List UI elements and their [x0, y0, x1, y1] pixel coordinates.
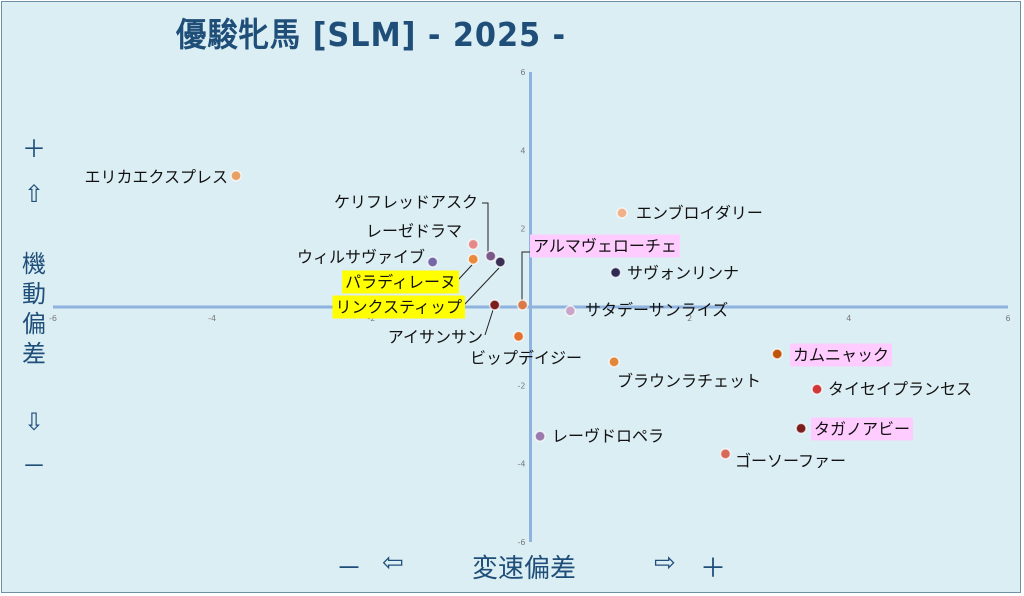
y-axis-label-char-2: 動	[22, 280, 46, 308]
y-tick-label: -2	[518, 381, 526, 390]
point-label: アイサンサン	[388, 328, 483, 347]
y-minus-sign: －	[22, 452, 46, 480]
point-label: レーヴドロペラ	[552, 427, 664, 446]
y-axis-label-char-3: 偏	[22, 310, 46, 338]
data-point	[616, 207, 628, 219]
x-tick-label: 6	[1005, 314, 1010, 323]
data-point	[426, 256, 439, 268]
data-point	[467, 253, 479, 265]
x-plus-sign: ＋	[700, 554, 727, 584]
right-arrow-icon: ⇨	[654, 548, 676, 578]
data-point	[771, 348, 783, 360]
point-label: タガノアビー	[814, 420, 910, 439]
point-label: パラディレーヌ	[345, 273, 456, 292]
x-tick-label: -4	[208, 314, 216, 323]
x-tick-label: 4	[846, 314, 851, 323]
point-label: カムニャック	[793, 346, 889, 365]
y-tick-label: 4	[520, 146, 525, 155]
label-highlight	[342, 270, 459, 294]
leader-line	[484, 309, 494, 336]
y-tick-label: 2	[520, 225, 525, 234]
y-tick-label: 6	[520, 68, 525, 77]
data-point	[608, 356, 620, 368]
x-minus-sign: －	[336, 554, 363, 584]
x-tick-label: 2	[687, 314, 692, 323]
data-point	[719, 448, 732, 460]
point-label: ウィルサヴァイブ	[297, 248, 425, 267]
label-highlight	[811, 417, 914, 441]
data-point	[564, 305, 577, 317]
data-point	[230, 170, 242, 182]
point-label: ビップデイジー	[470, 349, 582, 368]
left-arrow-icon: ⇦	[382, 548, 404, 578]
point-label: レーゼドラマ	[366, 222, 462, 241]
down-arrow-icon: ⇩	[23, 408, 45, 436]
point-label: ブラウンラチェット	[617, 372, 761, 391]
data-point	[811, 383, 823, 395]
point-label: エリカエクスプレス	[84, 168, 228, 187]
point-label: ゴーソーファー	[735, 452, 846, 471]
chart-title: 優駿牝馬 [SLM] - 2025 -	[176, 15, 567, 54]
data-point	[534, 430, 546, 442]
point-label: サヴォンリンナ	[627, 264, 739, 283]
y-axis-label-char-1: 機	[22, 250, 46, 278]
leader-line	[463, 267, 500, 306]
data-point	[609, 266, 622, 279]
y-tick-label: -4	[518, 460, 526, 469]
leader-line	[482, 202, 489, 255]
data-point	[484, 250, 497, 262]
data-point	[512, 330, 525, 343]
leader-line	[457, 264, 473, 281]
x-tick-label: -6	[49, 314, 57, 323]
point-label: タイセイプランセス	[828, 380, 972, 399]
y-axis-label-char-4: 差	[22, 340, 46, 368]
up-arrow-icon: ⇧	[23, 180, 45, 208]
point-label: サタデーサンライズ	[585, 301, 728, 320]
y-plus-sign: ＋	[22, 135, 46, 163]
data-point	[494, 256, 507, 268]
point-label: アルマヴェローチェ	[533, 237, 677, 256]
point-label: ケリフレッドアスク	[334, 193, 478, 212]
data-point	[516, 299, 529, 311]
label-highlight	[332, 295, 465, 319]
point-label: リンクスティップ	[335, 298, 462, 317]
label-highlight	[530, 234, 680, 258]
data-point	[467, 238, 479, 251]
data-point	[795, 422, 807, 435]
y-tick-label: -6	[518, 538, 526, 547]
leader-line	[521, 251, 532, 303]
data-point	[488, 299, 501, 311]
label-highlight	[790, 343, 893, 367]
x-axis-label: 変速偏差	[472, 554, 577, 584]
point-label: エンブロイダリー	[636, 204, 763, 223]
